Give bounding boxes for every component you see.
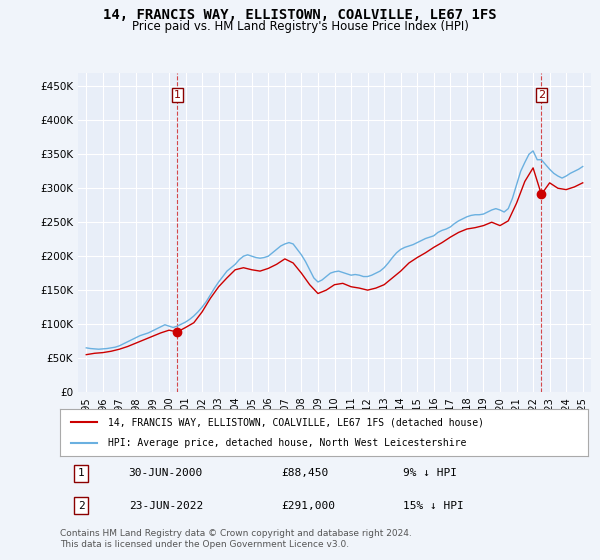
Text: 14, FRANCIS WAY, ELLISTOWN, COALVILLE, LE67 1FS (detached house): 14, FRANCIS WAY, ELLISTOWN, COALVILLE, L… xyxy=(107,417,484,427)
Text: 30-JUN-2000: 30-JUN-2000 xyxy=(128,468,203,478)
Text: 9% ↓ HPI: 9% ↓ HPI xyxy=(403,468,457,478)
Text: 23-JUN-2022: 23-JUN-2022 xyxy=(128,501,203,511)
Text: 2: 2 xyxy=(78,501,85,511)
Text: £88,450: £88,450 xyxy=(282,468,329,478)
Text: £291,000: £291,000 xyxy=(282,501,336,511)
Text: 15% ↓ HPI: 15% ↓ HPI xyxy=(403,501,464,511)
Text: 14, FRANCIS WAY, ELLISTOWN, COALVILLE, LE67 1FS: 14, FRANCIS WAY, ELLISTOWN, COALVILLE, L… xyxy=(103,8,497,22)
Text: Contains HM Land Registry data © Crown copyright and database right 2024.: Contains HM Land Registry data © Crown c… xyxy=(60,529,412,538)
Text: This data is licensed under the Open Government Licence v3.0.: This data is licensed under the Open Gov… xyxy=(60,540,349,549)
Text: HPI: Average price, detached house, North West Leicestershire: HPI: Average price, detached house, Nort… xyxy=(107,438,466,448)
Text: 1: 1 xyxy=(174,90,181,100)
Text: 1: 1 xyxy=(78,468,85,478)
Text: Price paid vs. HM Land Registry's House Price Index (HPI): Price paid vs. HM Land Registry's House … xyxy=(131,20,469,32)
Text: 2: 2 xyxy=(538,90,545,100)
